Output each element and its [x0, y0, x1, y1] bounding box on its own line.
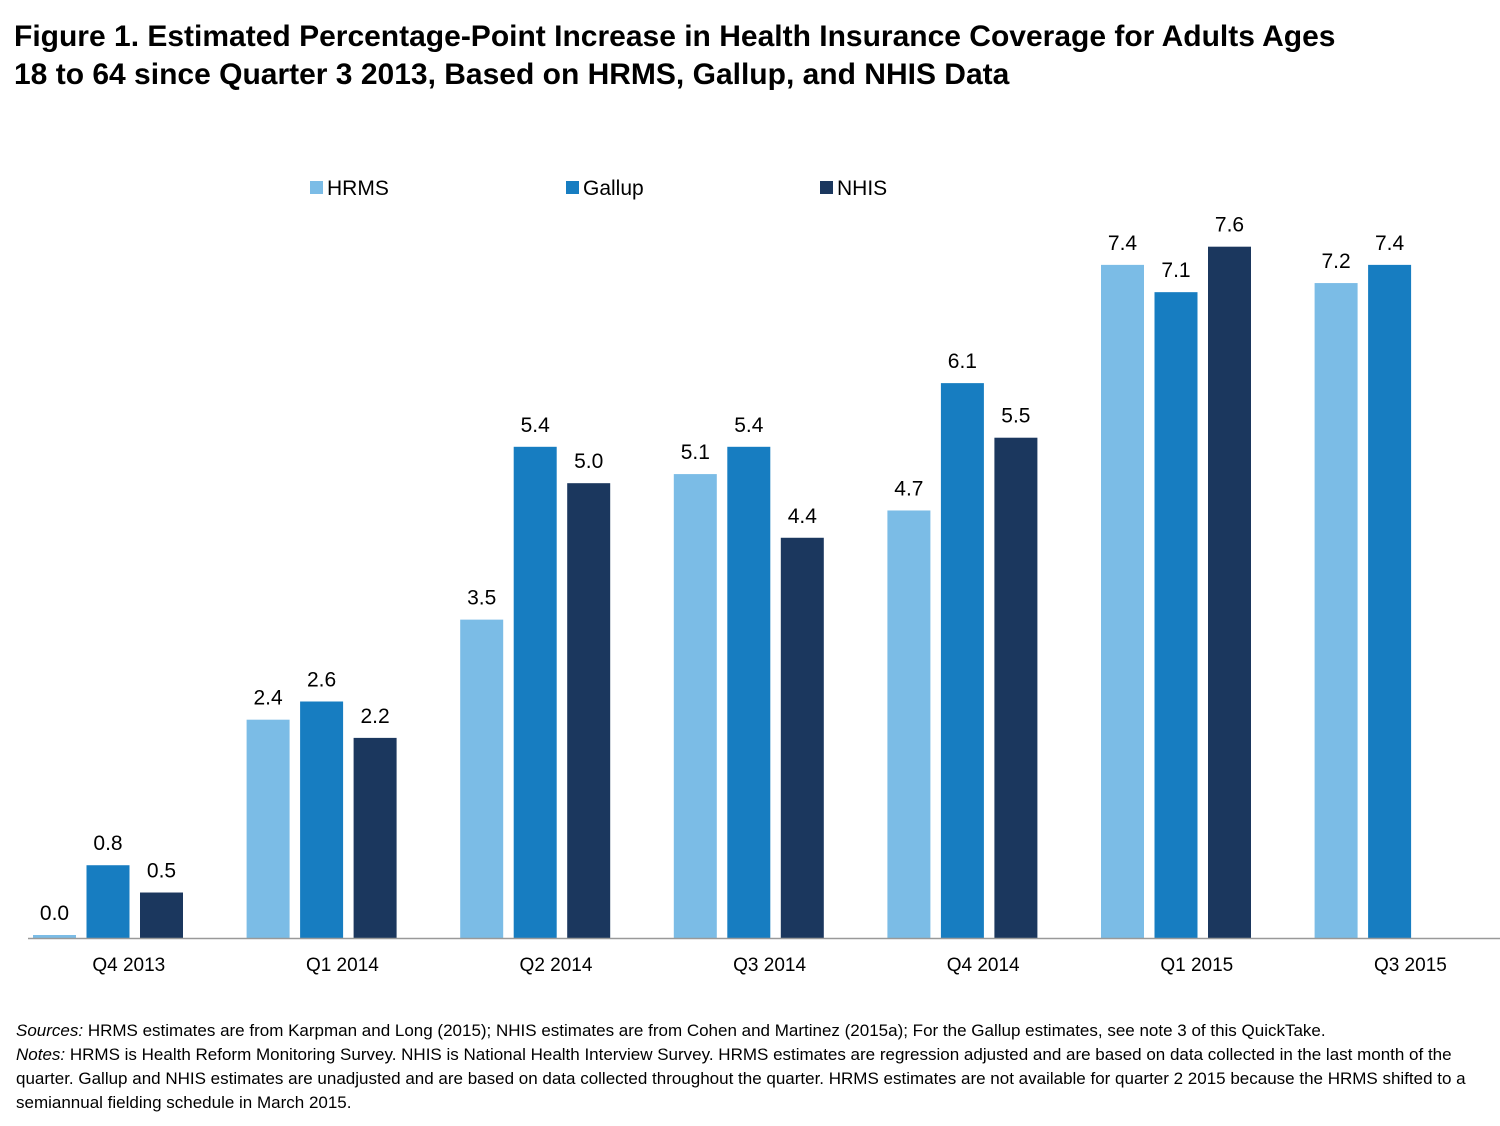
data-label-gallup-q3-2015: 7.4: [1375, 232, 1405, 255]
legend-label-nhis: NHIS: [837, 177, 887, 200]
bar-nhis-q3-2014: [780, 537, 824, 938]
notes-text: HRMS is Health Reform Monitoring Survey.…: [16, 1045, 1466, 1112]
data-label-nhis-q1-2014: 2.2: [360, 705, 389, 728]
legend-label-gallup: Gallup: [583, 177, 644, 200]
bar-hrms-q1-2015: [1101, 264, 1144, 938]
data-label-nhis-q3-2014: 4.4: [788, 505, 818, 528]
data-label-nhis-q4-2014: 5.5: [1001, 405, 1030, 428]
sources-note: Sources: HRMS estimates are from Karpman…: [16, 1019, 1486, 1043]
sources-text: HRMS estimates are from Karpman and Long…: [83, 1021, 1326, 1040]
data-label-hrms-q1-2015: 7.4: [1108, 232, 1138, 255]
data-label-hrms-q4-2013: 0.0: [40, 902, 69, 925]
data-label-hrms-q4-2014: 4.7: [894, 477, 923, 500]
chart-bars: [33, 246, 1412, 938]
data-label-nhis-q4-2013: 0.5: [147, 860, 176, 883]
data-label-gallup-q4-2013: 0.8: [93, 832, 122, 855]
bar-gallup-q1-2014: [300, 701, 344, 938]
bar-gallup-q4-2014: [940, 383, 984, 938]
chart-title-line-2: 18 to 64 since Quarter 3 2013, Based on …: [14, 58, 1010, 91]
legend-swatch-nhis: [820, 181, 833, 194]
bar-nhis-q1-2014: [353, 737, 397, 938]
data-label-nhis-q2-2014: 5.0: [574, 450, 603, 473]
chart-notes: Sources: HRMS estimates are from Karpman…: [16, 1019, 1486, 1115]
bar-gallup-q3-2015: [1368, 264, 1412, 938]
legend-swatch-gallup: [566, 181, 579, 194]
bar-hrms-q2-2014: [460, 619, 504, 938]
chart-title-line-1: Figure 1. Estimated Percentage-Point Inc…: [14, 20, 1336, 53]
sources-label: Sources:: [16, 1021, 84, 1040]
bar-gallup-q2-2014: [513, 446, 557, 938]
x-tick-label: Q3 2014: [733, 955, 806, 976]
chart-legend: HRMS Gallup NHIS: [310, 177, 887, 200]
bar-nhis-q1-2015: [1208, 246, 1251, 938]
chart-title: Figure 1. Estimated Percentage-Point Inc…: [14, 18, 1484, 94]
bar-gallup-q4-2013: [86, 865, 130, 938]
data-label-gallup-q2-2014: 5.4: [521, 414, 551, 437]
notes-label: Notes:: [16, 1045, 66, 1064]
data-label-hrms-q2-2014: 3.5: [467, 587, 496, 610]
bar-chart: HRMS Gallup NHIS 0.0 0.8 0.5 2.4 2.6 2.2 3.5 5.4 5…: [28, 177, 1500, 976]
bar-nhis-q4-2014: [994, 437, 1038, 938]
x-tick-label: Q4 2014: [947, 955, 1020, 976]
data-label-hrms-q3-2014: 5.1: [681, 441, 710, 464]
data-label-gallup-q4-2014: 6.1: [948, 350, 977, 373]
data-label-nhis-q1-2015: 7.6: [1215, 214, 1244, 237]
bar-nhis-q2-2014: [567, 483, 611, 938]
x-tick-label: Q1 2014: [306, 955, 379, 976]
bar-hrms-q3-2014: [673, 474, 717, 938]
data-label-gallup-q3-2014: 5.4: [734, 414, 764, 437]
legend-swatch-hrms: [310, 181, 323, 194]
bar-nhis-q4-2013: [140, 892, 183, 938]
x-tick-label: Q1 2015: [1160, 955, 1233, 976]
notes-note: Notes: HRMS is Health Reform Monitoring …: [16, 1043, 1486, 1115]
data-label-hrms-q3-2015: 7.2: [1321, 250, 1350, 273]
x-tick-label: Q2 2014: [520, 955, 593, 976]
bar-hrms-q4-2014: [887, 510, 931, 938]
bar-hrms-q3-2015: [1314, 283, 1358, 938]
legend-label-hrms: HRMS: [327, 177, 389, 200]
x-tick-label: Q4 2013: [92, 955, 165, 976]
bar-hrms-q4-2013: [33, 935, 76, 938]
bar-hrms-q1-2014: [246, 719, 290, 938]
bar-gallup-q1-2015: [1154, 292, 1198, 938]
x-tick-label: Q3 2015: [1374, 955, 1447, 976]
chart-data-labels: 0.0 0.8 0.5 2.4 2.6 2.2 3.5 5.4 5.0 5.1 5.4 4.4 4.7 6…: [40, 214, 1405, 925]
data-label-gallup-q1-2014: 2.6: [307, 668, 336, 691]
data-label-hrms-q1-2014: 2.4: [253, 687, 283, 710]
bar-gallup-q3-2014: [727, 446, 771, 938]
x-axis: Q4 2013 Q1 2014 Q2 2014 Q3 2014 Q4 2014 Q1 20…: [28, 937, 1500, 976]
data-label-gallup-q1-2015: 7.1: [1161, 259, 1190, 282]
